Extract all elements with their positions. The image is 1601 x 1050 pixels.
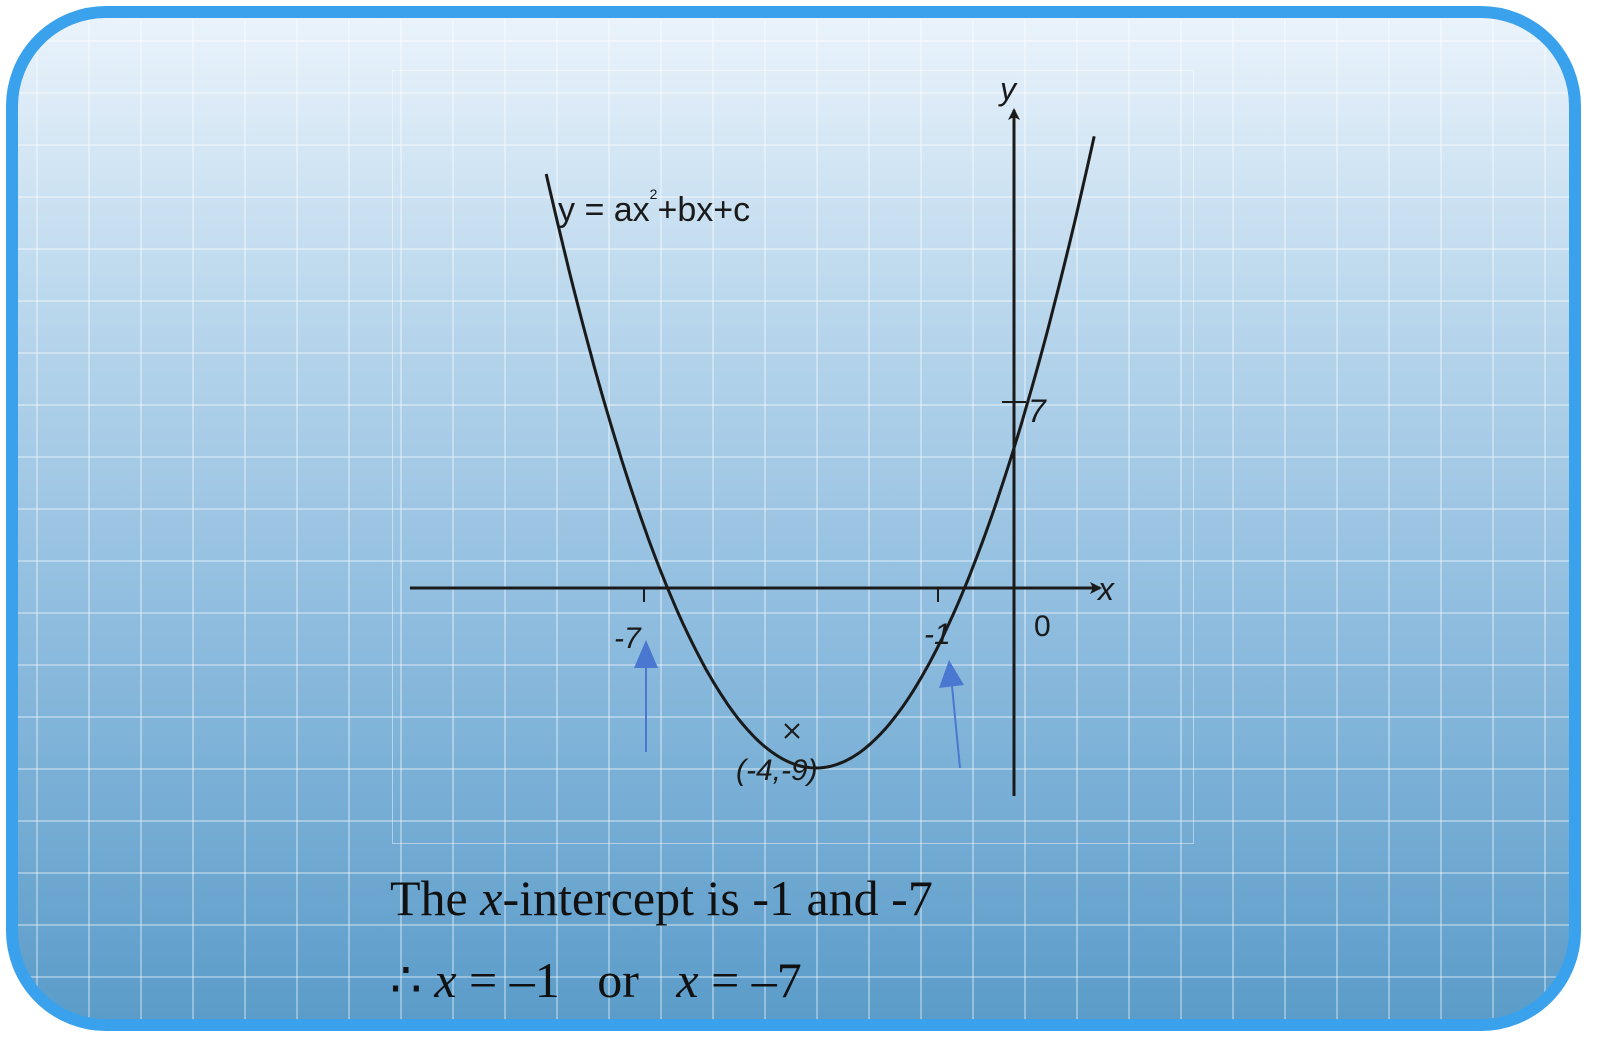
root-left-arrow [634,640,658,752]
root-right-label: -1 [924,618,951,651]
vertex-label: (-4,-9) [736,754,818,787]
y-axis-label: y [998,71,1018,107]
background-grid [18,18,1569,1019]
parabola-curve [544,135,1096,770]
caption-line1-var: x [480,870,503,926]
caption-line1-before: The [390,870,481,926]
plot-panel [392,70,1194,844]
caption-line1-after: -intercept is -1 and -7 [502,870,933,926]
vertex-marker [784,723,800,739]
caption-line2-var1: x [434,952,457,1008]
x-axis-label: x [1096,571,1115,607]
equation-prefix: y = ax [558,191,650,229]
parabola-graph: x y 0 y = ax2+bx+c 7 -7 -1 (-4,-9) [410,71,1115,796]
caption-line2-eq1: = –1 or [456,952,677,1008]
caption-line-2: ∴ x = –1 or x = –7 [390,952,933,1019]
root-left-label: -7 [614,622,642,655]
caption-line2-var2: x [676,952,699,1008]
caption-line-1: The x-intercept is -1 and -7 [390,873,933,955]
explanation-caption: The x-intercept is -1 and -7 ∴ x = –1 or… [390,873,933,1019]
equation-suffix: +bx+c [657,191,750,229]
equation-label: y = ax2+bx+c [558,186,750,229]
caption-line2-eq2: = –7 [698,952,802,1008]
caption-therefore: ∴ [390,952,435,1008]
origin-label: 0 [1034,610,1051,643]
equation-exponent: 2 [650,186,658,202]
y-intercept-label: 7 [1028,393,1047,429]
frame: x y 0 y = ax2+bx+c 7 -7 -1 (-4,-9) The [6,6,1581,1031]
root-right-arrow [939,660,964,769]
